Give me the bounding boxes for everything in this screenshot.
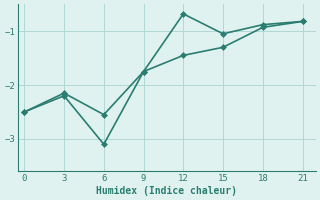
X-axis label: Humidex (Indice chaleur): Humidex (Indice chaleur) (96, 186, 237, 196)
